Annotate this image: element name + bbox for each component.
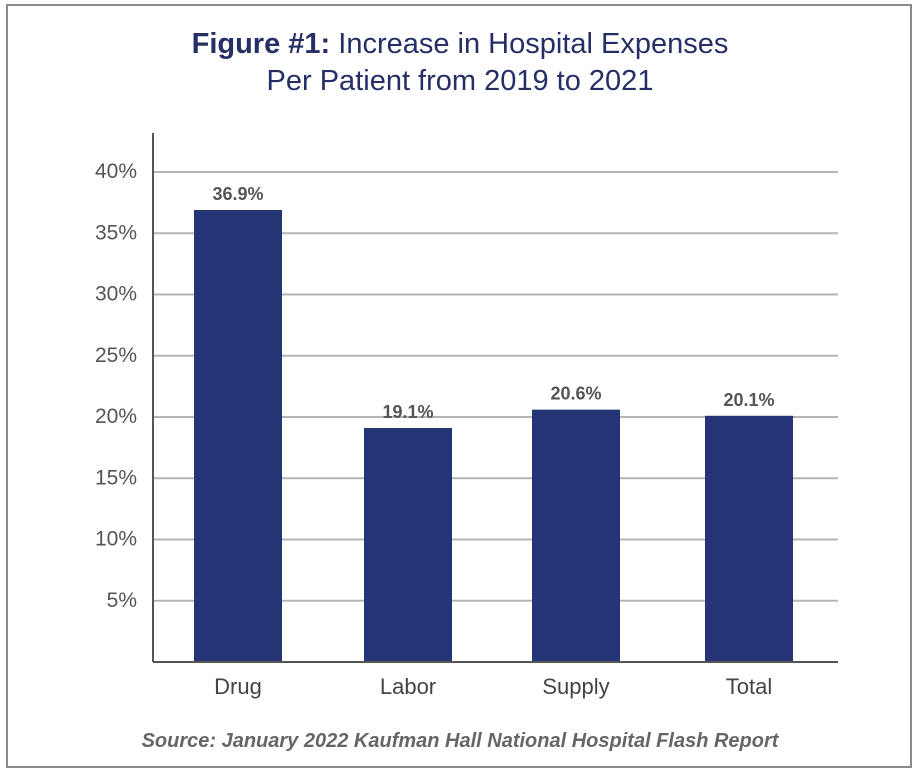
- bar: [705, 415, 793, 662]
- title-line-2: Per Patient from 2019 to 2021: [266, 65, 654, 97]
- x-tick-label: Labor: [380, 674, 436, 699]
- title-prefix: Figure #1:: [191, 28, 331, 60]
- y-tick-label: 20%: [95, 405, 137, 428]
- y-tick-label: 35%: [95, 221, 137, 244]
- title-line-1: Increase in Hospital Expenses: [338, 28, 729, 60]
- y-tick-label: 5%: [107, 589, 137, 612]
- source-note: Source: January 2022 Kaufman Hall Nation…: [141, 730, 779, 752]
- labels: 5% 10% 15% 20% 25% 30% 35% 40% 36.9% Drug 19.1% Lab…: [95, 160, 775, 699]
- x-tick-label: Supply: [542, 674, 609, 699]
- data-label: 36.9%: [212, 184, 263, 204]
- x-tick-label: Drug: [214, 674, 262, 699]
- data-label: 20.6%: [550, 384, 601, 404]
- chart-title: Figure #1: Increase in Hospital Expenses…: [0, 26, 920, 100]
- y-tick-label: 15%: [95, 466, 137, 489]
- data-label: 20.1%: [723, 390, 774, 410]
- y-tick-label: 25%: [95, 344, 137, 367]
- y-tick-label: 30%: [95, 283, 137, 306]
- x-tick-label: Total: [726, 674, 772, 699]
- y-tick-label: 40%: [95, 160, 137, 183]
- bar: [194, 209, 282, 662]
- bars: [194, 209, 793, 662]
- bar: [532, 409, 620, 662]
- data-label: 19.1%: [382, 402, 433, 422]
- bar: [364, 428, 452, 662]
- y-tick-label: 10%: [95, 528, 137, 551]
